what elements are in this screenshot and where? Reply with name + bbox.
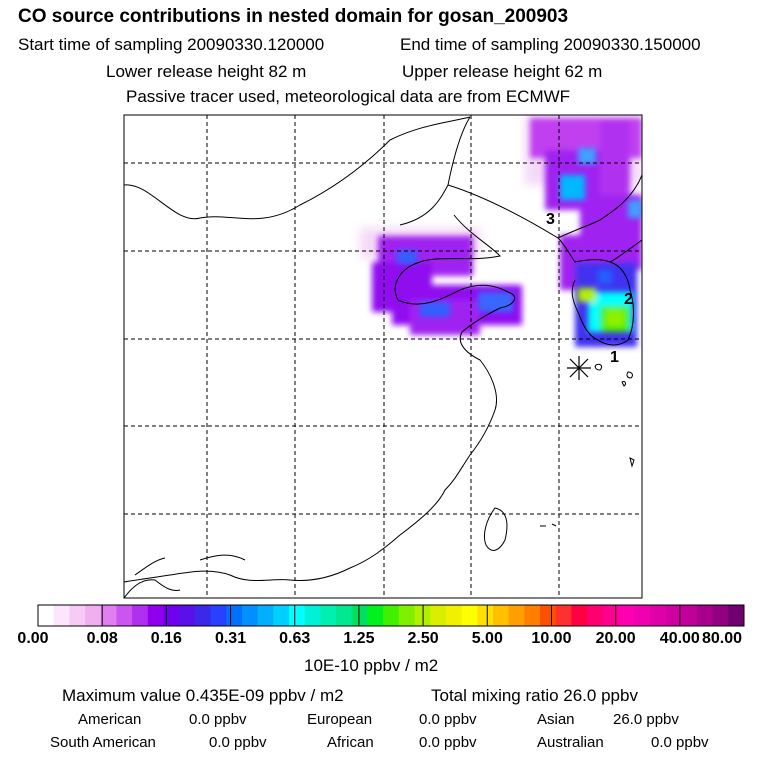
asian-value: 26.0 ppbv xyxy=(613,711,679,728)
colorbar-tick-label: 0.08 xyxy=(86,630,118,647)
tracer-note: Passive tracer used, meteorological data… xyxy=(126,87,571,106)
upper-release-height: Upper release height 62 m xyxy=(402,62,603,81)
colorbar-swatch xyxy=(241,605,259,626)
concentration-field xyxy=(360,115,642,347)
plot-title: CO source contributions in nested domain… xyxy=(18,6,569,27)
colorbar-swatch xyxy=(587,605,604,626)
colorbar-swatch xyxy=(100,605,117,626)
colorbar-swatch xyxy=(38,605,55,626)
colorbar-swatch xyxy=(665,605,682,626)
colorbar-tick-label: 0.63 xyxy=(279,630,311,647)
colorbar-swatch xyxy=(649,605,667,626)
colorbar-swatch xyxy=(367,605,384,626)
colorbar-swatch xyxy=(53,605,70,626)
colorbar-unit: 10E-10 ppbv / m2 xyxy=(304,656,439,675)
receptor-star-icon xyxy=(567,356,591,380)
colorbar-swatch xyxy=(320,605,337,626)
colorbar-swatch xyxy=(85,605,102,626)
colorbar-swatch xyxy=(477,605,494,626)
south-american-label: South American xyxy=(50,734,156,751)
colorbar-swatch xyxy=(571,605,588,626)
start-time: Start time of sampling 20090330.120000 xyxy=(18,35,325,54)
colorbar-swatch xyxy=(696,605,714,626)
colorbar-swatch xyxy=(336,605,353,626)
colorbar-swatch xyxy=(540,605,557,626)
colorbar-tick-label: 1.25 xyxy=(343,630,375,647)
australian-value: 0.0 ppbv xyxy=(651,734,709,751)
colorbar-tick-label: 0.16 xyxy=(150,630,182,647)
colorbar-tick-label: 0.00 xyxy=(17,630,49,647)
colorbar-swatch xyxy=(508,605,525,626)
colorbar-tick-label: 5.00 xyxy=(471,630,503,647)
colorbar-swatch xyxy=(634,605,651,626)
american-value: 0.0 ppbv xyxy=(189,711,247,728)
colorbar-tick-label: 80.00 xyxy=(701,630,743,647)
colorbar-tick-label: 40.00 xyxy=(659,630,700,647)
african-label: African xyxy=(327,734,374,751)
australian-label: Australian xyxy=(537,734,604,751)
total-mixing-ratio: Total mixing ratio 26.0 ppbv xyxy=(431,686,638,705)
colorbar-swatch xyxy=(116,605,133,626)
colorbar-swatch xyxy=(132,605,149,626)
coastlines xyxy=(124,116,642,598)
colorbar-swatch xyxy=(398,605,416,626)
colorbar-swatch xyxy=(524,605,541,626)
colorbar-frame xyxy=(37,604,745,627)
maximum-value: Maximum value 0.435E-09 ppbv / m2 xyxy=(62,686,344,705)
lower-release-height: Lower release height 82 m xyxy=(106,62,307,81)
colorbar-swatch xyxy=(728,605,745,626)
colorbar-swatch xyxy=(257,605,274,626)
american-label: American xyxy=(78,711,142,728)
asian-label: Asian xyxy=(537,711,575,728)
colorbar-swatch xyxy=(430,605,447,626)
colorbar-swatch xyxy=(555,605,572,626)
colorbar-tick-label: 20.00 xyxy=(595,630,636,647)
colorbar-swatch xyxy=(445,605,463,626)
european-label: European xyxy=(307,711,373,728)
colorbar-tick-label: 0.31 xyxy=(214,630,247,647)
colorbar-swatch xyxy=(210,605,227,626)
map-frame xyxy=(123,114,643,599)
european-value: 0.0 ppbv xyxy=(419,711,477,728)
african-value: 0.0 ppbv xyxy=(419,734,477,751)
colorbar-swatch xyxy=(289,605,306,626)
colorbar-swatch xyxy=(273,605,290,626)
colorbar-swatch xyxy=(712,605,729,626)
colorbar-swatch xyxy=(461,605,478,626)
colorbar-swatch xyxy=(304,605,321,626)
colorbar-swatch xyxy=(618,605,635,626)
colorbar-swatch xyxy=(69,605,86,626)
lat-lon-grid xyxy=(124,115,642,598)
colorbar-swatch xyxy=(194,605,212,626)
colorbar-swatch xyxy=(147,605,165,626)
colorbar-swatch xyxy=(163,605,180,626)
colorbar-tick-label: 2.50 xyxy=(407,630,439,647)
end-time: End time of sampling 20090330.150000 xyxy=(400,35,701,54)
site-label-3: 3 xyxy=(546,211,555,228)
colorbar-swatch xyxy=(226,605,243,626)
colorbar-swatch xyxy=(383,605,400,626)
colorbar-swatch xyxy=(602,605,619,626)
site-label-2: 2 xyxy=(624,291,633,308)
south-american-value: 0.0 ppbv xyxy=(209,734,267,751)
site-label-1: 1 xyxy=(610,349,619,366)
colorbar-swatch xyxy=(351,605,368,626)
colorbar-tick-label: 10.00 xyxy=(531,630,572,647)
colorbar-swatch xyxy=(492,605,510,626)
colorbar-swatch xyxy=(681,605,698,626)
colorbar-swatch xyxy=(179,605,196,626)
